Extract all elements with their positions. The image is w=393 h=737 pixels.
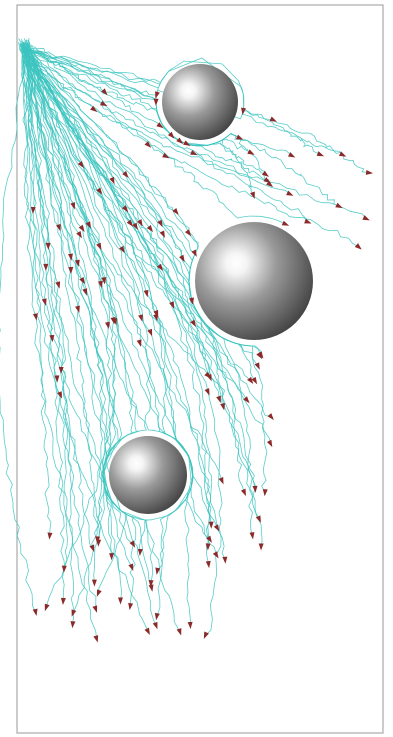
simulation-view: [0, 0, 393, 737]
page: (() => { const data = JSON.parse(documen…: [0, 0, 393, 737]
sphere: [109, 436, 187, 514]
sphere: [195, 222, 313, 340]
sphere: [162, 64, 238, 140]
